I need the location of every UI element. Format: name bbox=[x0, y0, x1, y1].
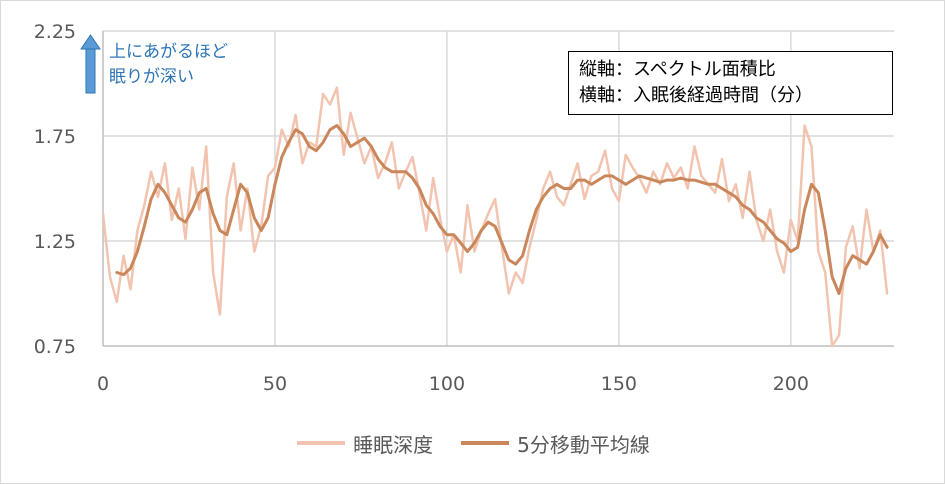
annotation-line-1: 上にあがるほど bbox=[109, 42, 228, 62]
x-tick-label: 0 bbox=[97, 373, 109, 395]
up-arrow-head bbox=[80, 34, 101, 50]
y-tick-label: 1.75 bbox=[34, 126, 76, 148]
depth-annotation: 上にあがるほど 眠りが深い bbox=[109, 40, 228, 90]
y-axis-ticks: 0.75 1.25 1.75 2.25 bbox=[34, 21, 76, 358]
legend-item-moving-average: 5分移動平均線 bbox=[461, 429, 650, 458]
up-arrow-shaft bbox=[85, 46, 96, 94]
y-tick-label: 2.25 bbox=[34, 21, 76, 43]
series-layer bbox=[103, 86, 889, 348]
up-arrow-icon bbox=[80, 34, 101, 94]
x-tick-label: 50 bbox=[263, 373, 287, 395]
y-tick-label: 1.25 bbox=[34, 231, 76, 253]
x-tick-label: 100 bbox=[429, 373, 465, 395]
axis-note-box: 縦軸：スペクトル面積比 横軸：入眠後経過時間（分） bbox=[568, 51, 893, 115]
legend-label-moving-average: 5分移動平均線 bbox=[517, 432, 650, 457]
x-tick-label: 150 bbox=[601, 373, 637, 395]
x-axis-ticks: 0 50 100 150 200 bbox=[97, 373, 809, 395]
legend-label-depth: 睡眠深度 bbox=[353, 432, 434, 457]
legend-swatch-moving-average bbox=[461, 441, 510, 445]
x-tick-label: 200 bbox=[773, 373, 809, 395]
y-tick-label: 0.75 bbox=[34, 336, 76, 358]
annotation-line-2: 眠りが深い bbox=[109, 67, 194, 87]
axis-note-y: 縦軸：スペクトル面積比 bbox=[579, 59, 776, 80]
legend: 睡眠深度 5分移動平均線 bbox=[1, 425, 945, 461]
legend-item-depth: 睡眠深度 bbox=[297, 429, 433, 458]
legend-swatch-depth bbox=[297, 441, 346, 445]
axis-note-x: 横軸：入眠後経過時間（分） bbox=[579, 85, 813, 106]
series-line-moving-average bbox=[115, 124, 889, 295]
series-line-depth bbox=[103, 86, 889, 348]
